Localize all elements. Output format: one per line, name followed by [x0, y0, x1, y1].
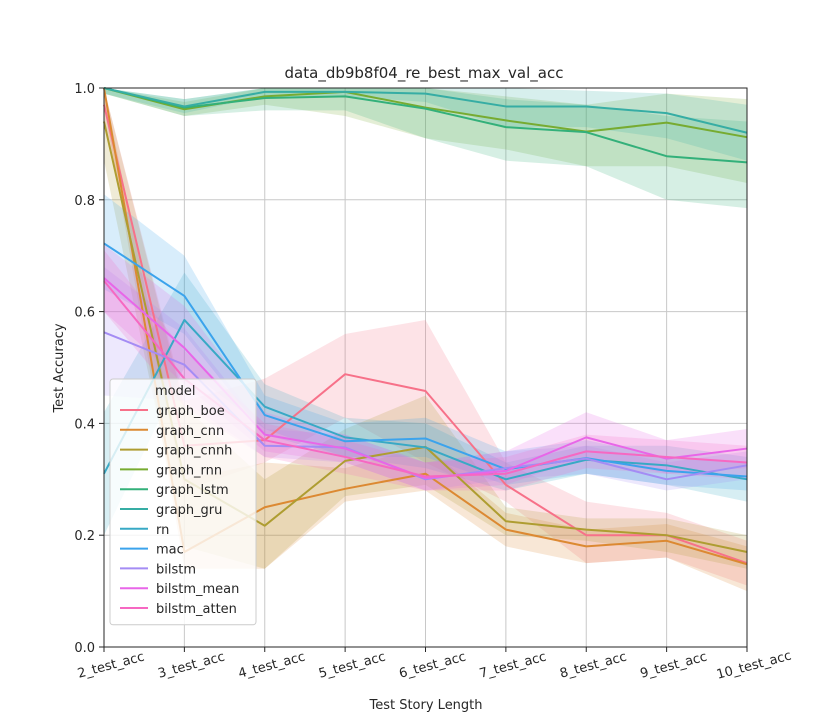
band-graph_cnnh — [104, 88, 747, 569]
line-graph_lstm — [103, 87, 748, 164]
line-graph_gru — [103, 87, 748, 134]
y-tick-label: 0.4 — [74, 417, 95, 432]
legend: model graph_boe graph_cnn graph_cnnh graph_r… — [109, 378, 257, 626]
band-bilstm_atten — [104, 250, 747, 491]
x-axis-label: Test Story Length — [368, 698, 482, 713]
legend-label-mac: mac — [156, 543, 184, 558]
legend-label-graph_lstm: graph_lstm — [156, 483, 229, 498]
y-tick-label: 0.8 — [74, 194, 95, 209]
axes — [99, 87, 748, 652]
legend-label-bilstm_mean: bilstm_mean — [156, 582, 239, 597]
y-tick-label: 1.0 — [74, 82, 95, 97]
legend-label-bilstm: bilstm — [156, 562, 196, 577]
band-bilstm_mean — [104, 244, 747, 491]
legend-label-bilstm_atten: bilstm_atten — [156, 602, 237, 617]
legend-label-graph_rnn: graph_rnn — [156, 463, 222, 478]
y-tick-labels: 0.0 0.2 0.4 0.6 0.8 1.0 — [74, 82, 95, 656]
legend-label-graph_cnnh: graph_cnnh — [156, 444, 232, 459]
legend-box — [109, 378, 257, 626]
legend-label-graph_boe: graph_boe — [156, 404, 225, 419]
band-graph_lstm — [104, 88, 747, 209]
chart-title: data_db9b8f04_re_best_max_val_acc — [285, 64, 564, 83]
band-graph_cnn — [104, 88, 747, 592]
plot-frame — [103, 87, 748, 648]
band-mac — [104, 194, 747, 491]
band-rn — [104, 272, 747, 536]
y-axis-label: Test Accuracy — [52, 323, 67, 413]
y-tick-label: 0.0 — [74, 641, 95, 656]
line-mac — [103, 242, 748, 478]
line-rn — [103, 318, 748, 481]
legend-label-rn: rn — [156, 523, 169, 538]
y-tick-label: 0.6 — [74, 306, 95, 321]
y-tick-label: 0.2 — [74, 529, 95, 544]
band-graph_rnn — [104, 88, 747, 184]
legend-title: model — [155, 384, 195, 399]
legend-label-graph_gru: graph_gru — [156, 503, 222, 518]
band-graph_boe — [104, 88, 747, 586]
line-bilstm_mean — [103, 277, 748, 480]
legend-label-graph_cnn: graph_cnn — [156, 424, 224, 439]
